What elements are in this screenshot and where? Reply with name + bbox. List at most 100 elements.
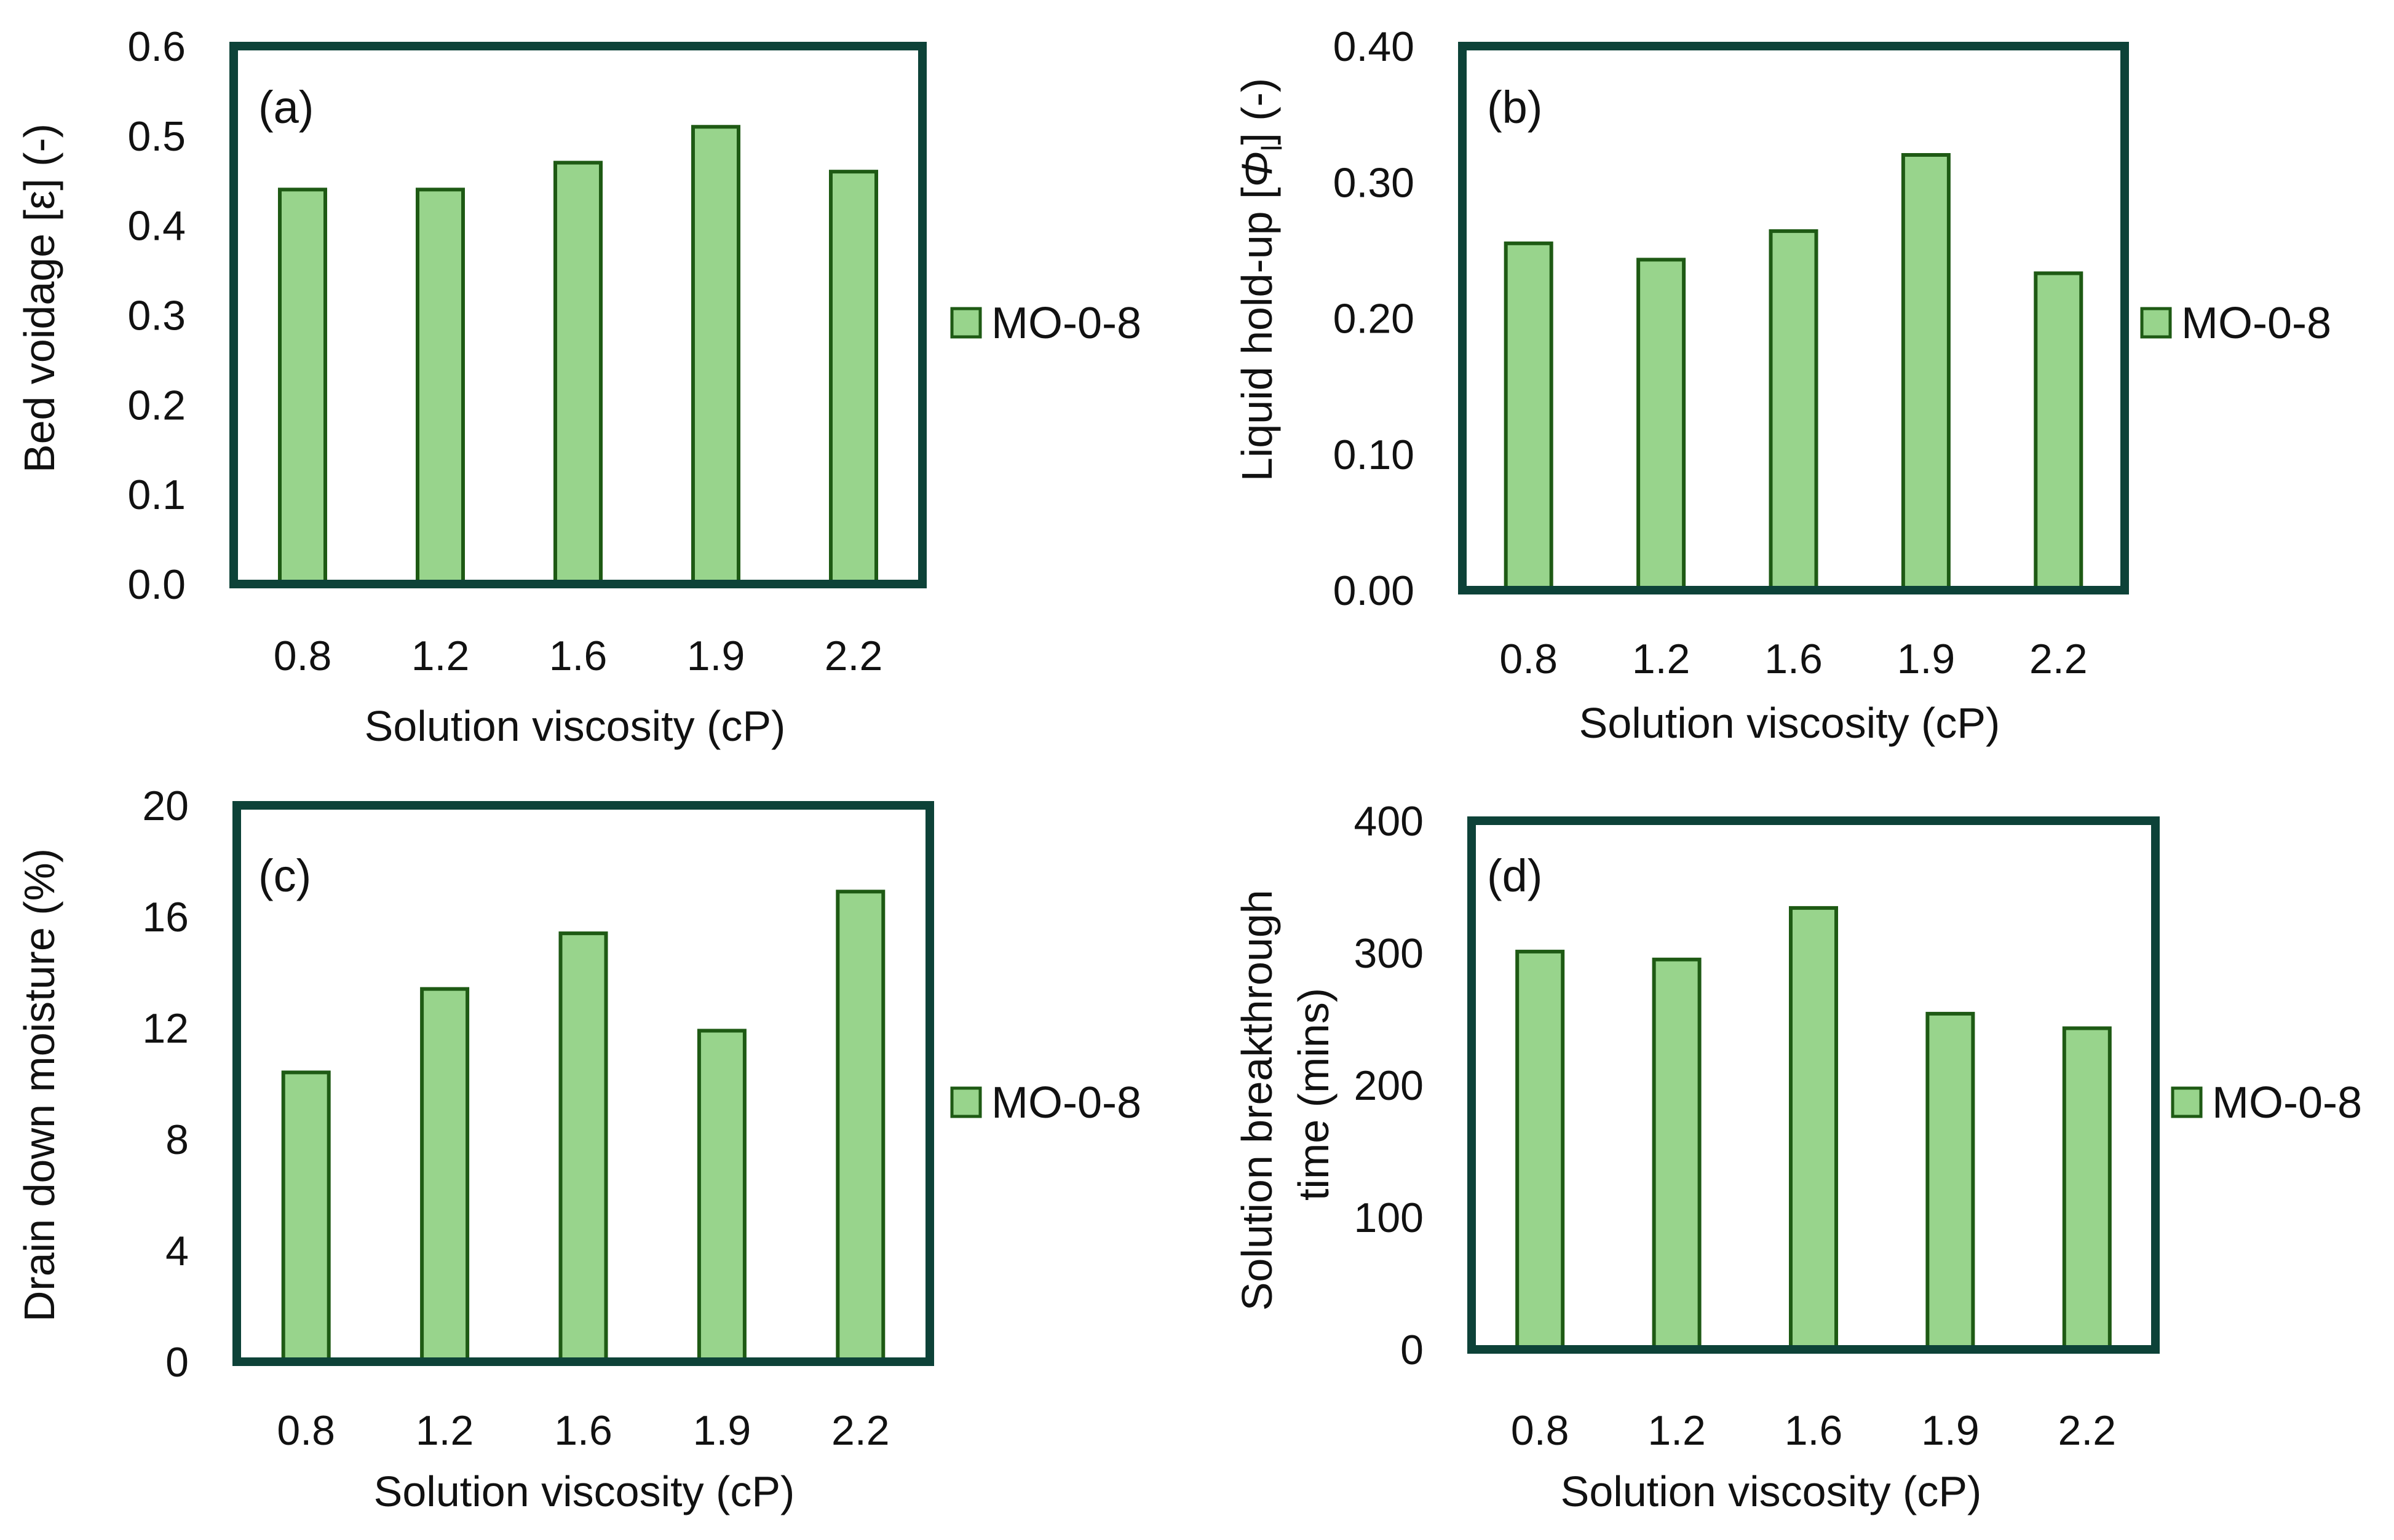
x-tick-label: 0.8 bbox=[1499, 636, 1558, 682]
y-tick-label: 0.40 bbox=[1333, 23, 1414, 70]
y-axis-title-sub: l bbox=[1256, 145, 1288, 151]
bar-0.8 bbox=[1515, 949, 1565, 1351]
legend-label: MO-0-8 bbox=[991, 1078, 1141, 1127]
y-tick-label: 100 bbox=[1354, 1194, 1424, 1241]
x-tick-labels: 0.8 1.2 1.6 1.9 2.2 bbox=[274, 633, 883, 679]
legend-label: MO-0-8 bbox=[2181, 299, 2331, 348]
y-axis-title-text: Liquid hold-up [ bbox=[1233, 187, 1281, 481]
x-tick-label: 1.9 bbox=[1897, 636, 1956, 682]
legend: MO-0-8 bbox=[2140, 299, 2331, 348]
y-tick-label: 0.5 bbox=[127, 113, 186, 160]
bars bbox=[1504, 153, 2083, 592]
y-tick-label: 0.20 bbox=[1333, 296, 1414, 342]
bar-1.2 bbox=[1636, 258, 1686, 592]
bar-2.2 bbox=[829, 170, 878, 586]
bar-2.2 bbox=[2062, 1026, 2112, 1352]
y-tick-label: 300 bbox=[1354, 930, 1424, 977]
plot-frame bbox=[1467, 816, 2160, 1354]
bars bbox=[278, 125, 878, 586]
bar-1.6 bbox=[1789, 906, 1838, 1351]
panel-label: (a) bbox=[258, 82, 314, 133]
legend-label: MO-0-8 bbox=[2212, 1078, 2362, 1127]
panel-label: (d) bbox=[1487, 850, 1542, 901]
bar-2.2 bbox=[2034, 271, 2083, 592]
x-tick-label: 1.6 bbox=[1785, 1407, 1843, 1454]
bar-0.8 bbox=[1504, 241, 1553, 592]
y-tick-label: 0 bbox=[165, 1339, 189, 1386]
x-axis-title: Solution viscosity (cP) bbox=[1579, 699, 2000, 747]
y-tick-label: 16 bbox=[142, 894, 189, 941]
y-tick-label: 0.00 bbox=[1333, 567, 1414, 614]
plot-frame bbox=[1458, 42, 2129, 594]
y-tick-label: 8 bbox=[165, 1116, 189, 1163]
x-tick-label: 2.2 bbox=[825, 633, 883, 679]
y-axis-title-end: ] (-) bbox=[1233, 78, 1281, 145]
x-tick-labels: 0.8 1.2 1.6 1.9 2.2 bbox=[1511, 1407, 2116, 1454]
x-tick-label: 0.8 bbox=[1511, 1407, 1569, 1454]
y-axis-title: Drain down moisture (%) bbox=[15, 848, 63, 1322]
chart-panel-b: Liquid hold-up [Φl] (-) Solution viscosi… bbox=[1233, 23, 2331, 747]
y-axis-title-phi: Φ bbox=[1233, 151, 1281, 188]
bars bbox=[281, 890, 886, 1364]
y-tick-labels: 0 4 8 12 16 20 bbox=[142, 783, 189, 1386]
y-tick-labels: 0 100 200 300 400 bbox=[1354, 798, 1424, 1373]
legend: MO-0-8 bbox=[950, 299, 1141, 348]
y-axis-title-line-1: Solution breakthrough bbox=[1233, 890, 1281, 1311]
y-tick-label: 200 bbox=[1354, 1062, 1424, 1109]
y-tick-labels: 0.0 0.1 0.2 0.3 0.4 0.5 0.6 bbox=[127, 23, 186, 608]
x-tick-label: 1.2 bbox=[416, 1407, 474, 1454]
x-tick-labels: 0.8 1.2 1.6 1.9 2.2 bbox=[277, 1407, 889, 1454]
y-tick-label: 20 bbox=[142, 783, 189, 829]
bar-1.2 bbox=[416, 188, 465, 586]
bar-1.6 bbox=[1769, 229, 1818, 592]
x-tick-label: 1.6 bbox=[1764, 636, 1823, 682]
legend-label: MO-0-8 bbox=[991, 299, 1141, 348]
panel-label: (c) bbox=[258, 850, 311, 901]
x-tick-label: 1.9 bbox=[1921, 1407, 1980, 1454]
y-tick-label: 0.4 bbox=[127, 203, 186, 250]
x-tick-label: 1.6 bbox=[554, 1407, 612, 1454]
bar-1.2 bbox=[1652, 957, 1702, 1351]
plot-frame bbox=[229, 42, 927, 588]
bar-1.6 bbox=[553, 160, 603, 586]
x-axis-title: Solution viscosity (cP) bbox=[374, 1467, 795, 1515]
x-axis-title: Solution viscosity (cP) bbox=[365, 702, 786, 750]
legend: MO-0-8 bbox=[2171, 1078, 2362, 1127]
bar-1.6 bbox=[558, 931, 608, 1364]
legend-swatch bbox=[2171, 1086, 2203, 1118]
chart-panel-d: Solution breakthrough time (mins) Soluti… bbox=[1233, 798, 2362, 1515]
x-tick-labels: 0.8 1.2 1.6 1.9 2.2 bbox=[1499, 636, 2087, 682]
bar-1.2 bbox=[420, 987, 470, 1364]
y-tick-label: 0.6 bbox=[127, 23, 186, 70]
x-tick-label: 2.2 bbox=[831, 1407, 890, 1454]
y-tick-label: 4 bbox=[165, 1228, 189, 1274]
chart-panel-a: Bed voidage [ε] (-) Solution viscosity (… bbox=[15, 23, 1141, 750]
x-tick-label: 1.9 bbox=[693, 1407, 751, 1454]
y-axis-title: Bed voidage [ε] (-) bbox=[15, 124, 63, 473]
legend: MO-0-8 bbox=[950, 1078, 1141, 1127]
x-tick-label: 1.2 bbox=[1647, 1407, 1706, 1454]
y-tick-label: 12 bbox=[142, 1005, 189, 1052]
bar-0.8 bbox=[278, 188, 327, 586]
x-tick-label: 2.2 bbox=[2058, 1407, 2117, 1454]
bar-2.2 bbox=[836, 890, 886, 1364]
y-tick-label: 0.30 bbox=[1333, 159, 1414, 206]
x-tick-label: 1.9 bbox=[687, 633, 745, 679]
x-tick-label: 1.6 bbox=[549, 633, 608, 679]
y-tick-labels: 0.00 0.10 0.20 0.30 0.40 bbox=[1333, 23, 1414, 614]
bars bbox=[1515, 906, 2112, 1352]
bar-0.8 bbox=[281, 1070, 331, 1364]
bar-1.9 bbox=[1901, 153, 1951, 592]
y-axis-title-line-2: time (mins) bbox=[1290, 988, 1338, 1201]
x-axis-title: Solution viscosity (cP) bbox=[1561, 1467, 1982, 1515]
bar-1.9 bbox=[697, 1029, 747, 1364]
bar-1.9 bbox=[1925, 1011, 1975, 1351]
x-tick-label: 1.2 bbox=[1632, 636, 1690, 682]
x-tick-label: 0.8 bbox=[274, 633, 332, 679]
plot-frame bbox=[232, 801, 934, 1366]
y-axis-title: Solution breakthrough time (mins) bbox=[1233, 878, 1338, 1311]
legend-swatch bbox=[950, 1086, 982, 1118]
x-tick-label: 0.8 bbox=[277, 1407, 335, 1454]
legend-swatch bbox=[2140, 307, 2172, 339]
